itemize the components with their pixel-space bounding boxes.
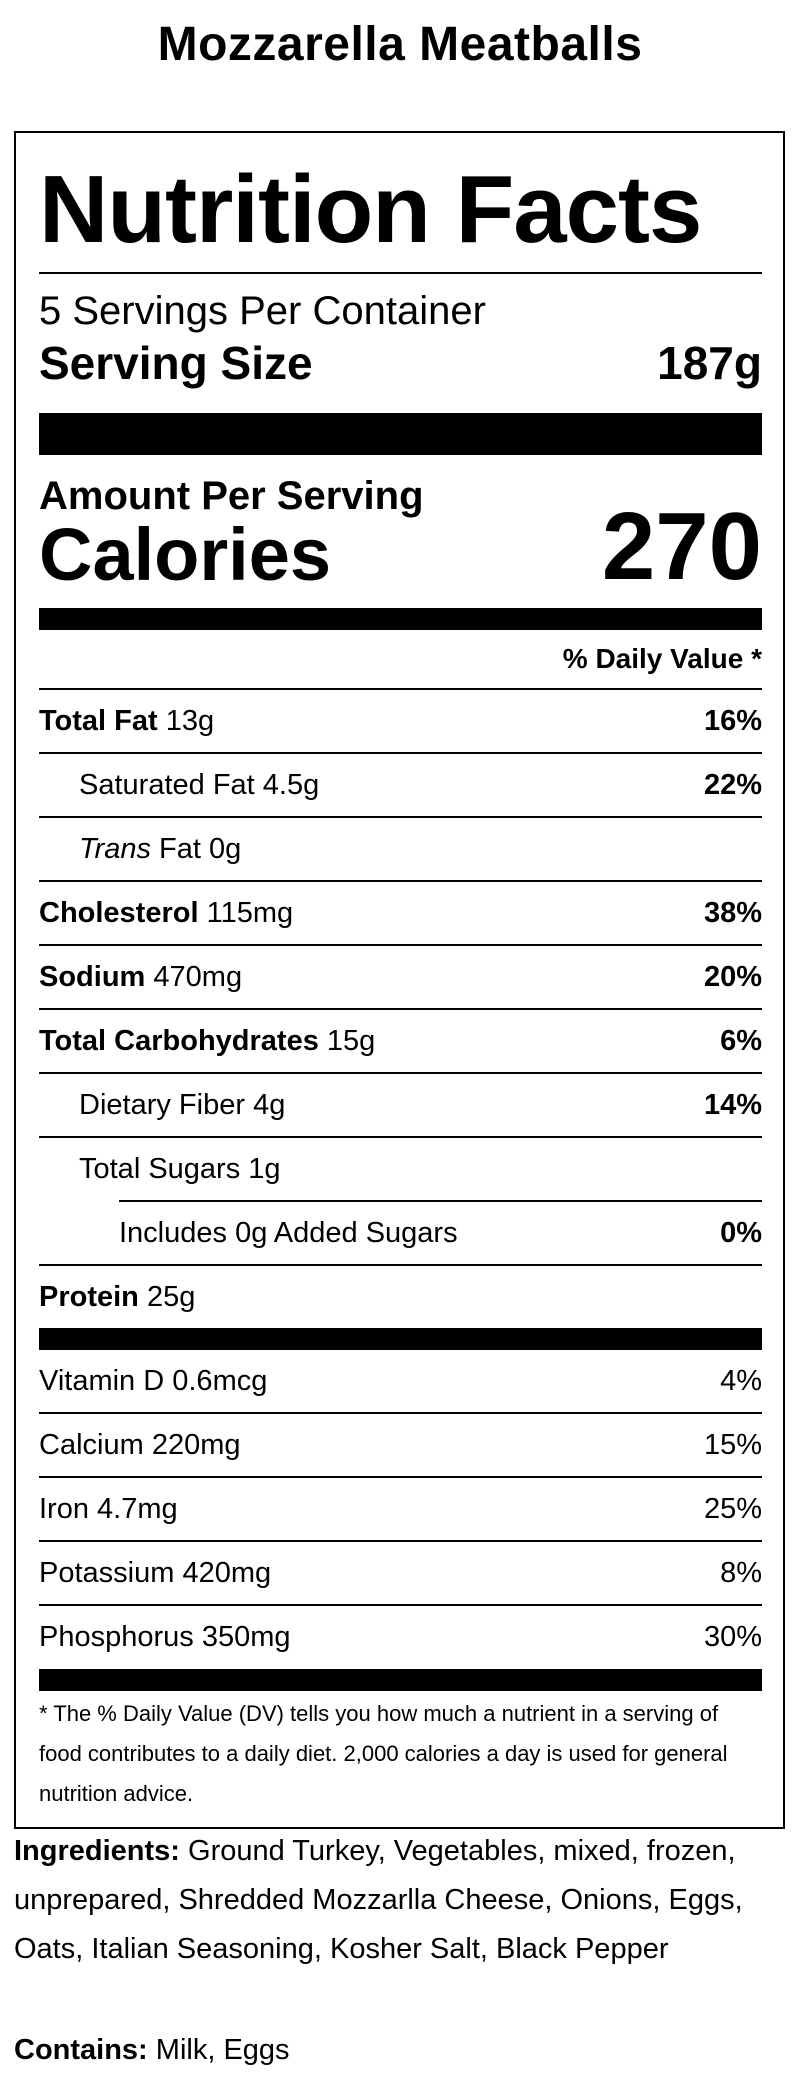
daily-value-footnote: * The % Daily Value (DV) tells you how m… xyxy=(39,1701,728,1806)
nutrient-amount: 13g xyxy=(165,704,215,737)
nutrient-amount: 15g xyxy=(326,1024,376,1057)
nutrient-row-added-sugars: Includes 0g Added Sugars 0% xyxy=(119,1202,762,1264)
nutrient-amount: 115mg xyxy=(206,896,294,929)
divider-thin xyxy=(39,1540,762,1542)
divider-medium xyxy=(39,608,762,630)
vitamin-row-iron: Iron 4.7mg 25% xyxy=(39,1478,762,1540)
nutrient-dv: 22% xyxy=(703,768,762,801)
daily-value-header: % Daily Value * xyxy=(562,643,762,674)
nutrient-name-italic: Trans xyxy=(79,832,151,865)
vitamin-amount: 220mg xyxy=(151,1428,241,1461)
ingredients: Ingredients: Ground Turkey, Vegetables, … xyxy=(14,1827,786,1974)
nutrition-facts-panel: Nutrition Facts 5 Servings Per Container… xyxy=(14,131,785,1829)
vitamin-name: Calcium xyxy=(39,1428,144,1461)
nutrient-row-total-fat: Total Fat 13g 16% xyxy=(39,690,762,752)
divider-thin xyxy=(39,752,762,754)
divider-thin xyxy=(39,688,762,690)
nutrient-dv: 38% xyxy=(703,896,762,929)
calories-row: Calories 270 xyxy=(39,497,762,597)
divider-thin xyxy=(39,1136,762,1138)
vitamin-name: Potassium xyxy=(39,1556,175,1589)
vitamin-dv: 4% xyxy=(720,1364,762,1397)
divider-thin xyxy=(119,1200,762,1202)
divider-thin xyxy=(39,1476,762,1478)
calories-value: 270 xyxy=(601,493,762,600)
nutrient-amount: 0g xyxy=(209,832,242,865)
nutrient-name: Total Sugars xyxy=(79,1152,241,1185)
amount-per-serving: Amount Per Serving xyxy=(39,474,424,518)
vitamin-amount: 0.6mcg xyxy=(172,1364,268,1397)
servings-per-container: 5 Servings Per Container xyxy=(39,289,486,333)
nutrient-row-trans-fat: Trans Fat 0g xyxy=(79,818,762,880)
nutrient-name: Total Carbohydrates xyxy=(39,1024,319,1057)
nutrient-name: Total Fat xyxy=(39,704,158,737)
nutrient-dv: 14% xyxy=(703,1088,762,1121)
nutrient-name: Saturated Fat xyxy=(79,768,255,801)
nutrient-row-sodium: Sodium 470mg 20% xyxy=(39,946,762,1008)
ingredients-text: Ground Turkey, Vegetables, mixed, frozen… xyxy=(14,1835,743,1965)
nutrient-amount: 4.5g xyxy=(262,768,320,801)
vitamin-dv: 30% xyxy=(703,1620,762,1653)
nutrient-name: Fat xyxy=(159,832,201,865)
vitamin-name: Iron xyxy=(39,1492,89,1525)
serving-size-value: 187g xyxy=(657,337,762,389)
nutrient-dv: 0% xyxy=(720,1216,762,1249)
divider-thin xyxy=(39,816,762,818)
contains-text: Milk, Eggs xyxy=(155,2034,290,2066)
nutrient-amount: 4g xyxy=(253,1088,286,1121)
allergens: Contains: Milk, Eggs xyxy=(14,2026,290,2075)
divider-thin xyxy=(39,1412,762,1414)
divider-thin xyxy=(39,272,762,274)
ingredients-label: Ingredients: xyxy=(14,1835,180,1867)
vitamin-name: Vitamin D xyxy=(39,1364,165,1397)
nutrient-name: Includes 0g Added Sugars xyxy=(119,1216,458,1249)
serving-size-label: Serving Size xyxy=(39,337,313,389)
divider-medium xyxy=(39,1328,762,1350)
nutrient-dv: 6% xyxy=(720,1024,762,1057)
nutrient-name: Dietary Fiber xyxy=(79,1088,245,1121)
nutrient-amount: 25g xyxy=(146,1280,196,1313)
nutrient-amount: 470mg xyxy=(153,960,243,993)
divider-thin xyxy=(39,944,762,946)
vitamin-dv: 25% xyxy=(703,1492,762,1525)
nutrient-dv: 20% xyxy=(703,960,762,993)
vitamin-row-potassium: Potassium 420mg 8% xyxy=(39,1542,762,1604)
divider-thin xyxy=(39,880,762,882)
divider-thin xyxy=(39,1264,762,1266)
nutrient-row-protein: Protein 25g xyxy=(39,1266,762,1328)
nutrient-name: Protein xyxy=(39,1280,139,1313)
serving-size-row: Serving Size 187g xyxy=(39,335,762,391)
nutrient-amount: 1g xyxy=(248,1152,281,1185)
nutrient-name: Cholesterol xyxy=(39,896,199,929)
divider-thin xyxy=(39,1072,762,1074)
vitamin-dv: 8% xyxy=(720,1556,762,1589)
nutrient-dv: 16% xyxy=(703,704,762,737)
vitamin-row-vitamin-d: Vitamin D 0.6mcg 4% xyxy=(39,1350,762,1412)
vitamin-amount: 420mg xyxy=(182,1556,272,1589)
nutrient-row-total-carbohydrates: Total Carbohydrates 15g 6% xyxy=(39,1010,762,1072)
divider-thin xyxy=(39,1604,762,1606)
nutrient-name: Sodium xyxy=(39,960,146,993)
contains-label: Contains: xyxy=(14,2034,148,2066)
vitamin-amount: 350mg xyxy=(201,1620,291,1653)
vitamin-dv: 15% xyxy=(703,1428,762,1461)
divider-thick xyxy=(39,413,762,455)
divider-thin xyxy=(39,1008,762,1010)
divider-medium xyxy=(39,1669,762,1691)
calories-label: Calories xyxy=(39,513,332,596)
vitamin-amount: 4.7mg xyxy=(97,1492,178,1525)
nutrient-row-dietary-fiber: Dietary Fiber 4g 14% xyxy=(79,1074,762,1136)
nutrient-row-total-sugars: Total Sugars 1g xyxy=(79,1138,762,1200)
vitamin-row-calcium: Calcium 220mg 15% xyxy=(39,1414,762,1476)
nutrient-row-cholesterol: Cholesterol 115mg 38% xyxy=(39,882,762,944)
vitamin-row-phosphorus: Phosphorus 350mg 30% xyxy=(39,1606,762,1668)
nutrient-row-saturated-fat: Saturated Fat 4.5g 22% xyxy=(79,754,762,816)
vitamin-name: Phosphorus xyxy=(39,1620,194,1653)
nutrition-facts-heading: Nutrition Facts xyxy=(39,156,702,263)
recipe-title: Mozzarella Meatballs xyxy=(157,18,643,71)
